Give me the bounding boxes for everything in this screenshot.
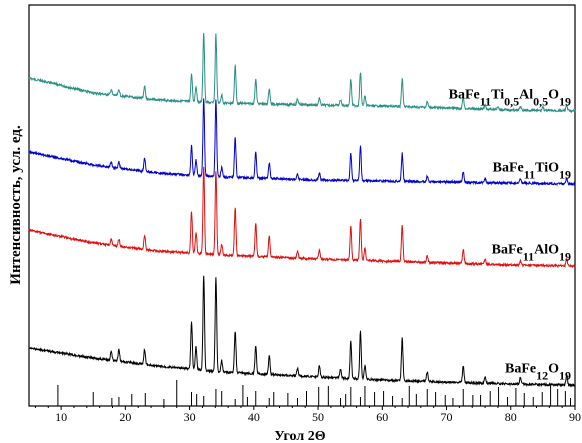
x-tick-label: 80 — [505, 410, 517, 424]
x-tick-label: 90 — [569, 410, 581, 424]
diffraction-patterns — [28, 32, 576, 388]
series-label-ti05al05: BaFe11Ti0,5Al0,5O19 — [449, 88, 571, 109]
plot-frame — [28, 4, 576, 407]
pattern-ti05al05 — [28, 32, 576, 114]
x-tick-label: 40 — [248, 410, 260, 424]
x-tick-label: 10 — [55, 410, 67, 424]
pattern-ti — [28, 98, 576, 187]
y-axis-label: Интенсивность, усл. ед. — [8, 125, 24, 285]
x-tick-label: 20 — [119, 410, 131, 424]
series-label-fe12: BaFe12O19 — [505, 362, 571, 383]
series-label-ti: BaFe11TiO19 — [493, 161, 571, 182]
series-labels: BaFe11Ti0,5Al0,5O19 BaFe11TiO19 BaFe11AlO1… — [449, 88, 571, 383]
x-axis-label: Угол 2Θ — [274, 429, 325, 443]
series-label-al: BaFe11AlO19 — [492, 243, 571, 264]
x-tick-label: 70 — [441, 410, 453, 424]
x-tick-label: 60 — [376, 410, 388, 424]
x-tick-label: 50 — [312, 410, 324, 424]
x-tick-label: 30 — [184, 410, 196, 424]
reference-lines — [57, 380, 572, 406]
pattern-fe12 — [28, 275, 576, 388]
pattern-al — [28, 166, 576, 269]
x-axis: 10 20 30 40 50 60 70 80 90 — [34, 406, 581, 424]
